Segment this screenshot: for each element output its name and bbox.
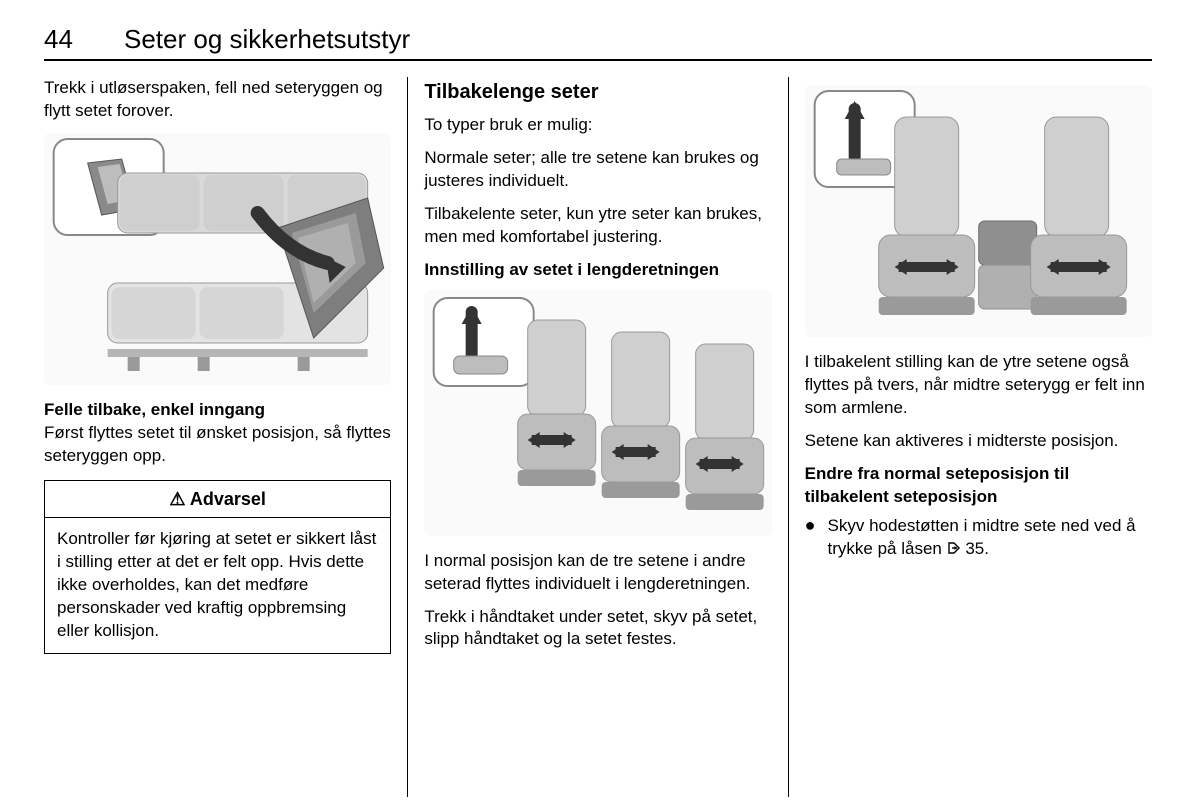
- warning-box: ⚠ Advarsel Kontroller før kjøring at set…: [44, 480, 391, 654]
- warning-title-row: ⚠ Advarsel: [45, 481, 390, 518]
- list-item: ● Skyv hodestøtten i midtre sete ned ved…: [805, 515, 1152, 561]
- page-header: 44 Seter og sikkerhetsutstyr: [44, 24, 1152, 61]
- page-number: 44: [44, 24, 84, 55]
- figure-seat-slide: [424, 290, 771, 536]
- chapter-title: Seter og sikkerhetsutstyr: [124, 24, 410, 55]
- warning-body: Kontroller før kjøring at setet er sikke…: [45, 518, 390, 653]
- figure-seat-lounge: [805, 85, 1152, 337]
- warning-icon: ⚠: [169, 489, 185, 509]
- column-1: Trekk i utløserspaken, fell ned seterygg…: [44, 77, 408, 797]
- col1-intro: Trekk i utløserspaken, fell ned seterygg…: [44, 77, 391, 123]
- col2-heading: Tilbakelenge seter: [424, 79, 771, 106]
- figure-seat-fold: [44, 133, 391, 385]
- col3-p2: Setene kan aktiveres i midterste posisjo…: [805, 430, 1152, 453]
- col2-subheading: Innstilling av setet i lengderetningen: [424, 259, 771, 282]
- warning-title: Advarsel: [190, 489, 266, 509]
- col3-p1: I tilbakelent stilling kan de ytre seten…: [805, 351, 1152, 420]
- col1-subtext: Først flyttes setet til ønsket posisjon,…: [44, 423, 391, 465]
- col3-subheading: Endre fra normal seteposisjon til tilbak…: [805, 463, 1152, 509]
- col2-p5: Trekk i håndtaket under setet, skyv på s…: [424, 606, 771, 652]
- col2-p1: To typer bruk er mulig:: [424, 114, 771, 137]
- column-2: Tilbakelenge seter To typer bruk er muli…: [408, 77, 788, 797]
- col2-p3: Tilbakelente seter, kun ytre seter kan b…: [424, 203, 771, 249]
- col2-p4: I normal posisjon kan de tre setene i an…: [424, 550, 771, 596]
- column-3: I tilbakelent stilling kan de ytre seten…: [789, 77, 1152, 797]
- bullet-icon: ●: [805, 515, 816, 561]
- content-columns: Trekk i utløserspaken, fell ned seterygg…: [44, 77, 1152, 797]
- cross-reference-icon: [947, 541, 961, 555]
- bullet-ref: 35.: [965, 539, 989, 558]
- col3-bullet-list: ● Skyv hodestøtten i midtre sete ned ved…: [805, 515, 1152, 561]
- col1-subheading-block: Felle tilbake, enkel inngang Først flytt…: [44, 399, 391, 468]
- bullet-text: Skyv hodestøtten i midtre sete ned ved å…: [828, 515, 1152, 561]
- col2-p2: Normale seter; alle tre setene kan bruke…: [424, 147, 771, 193]
- col1-subheading: Felle tilbake, enkel inngang: [44, 400, 265, 419]
